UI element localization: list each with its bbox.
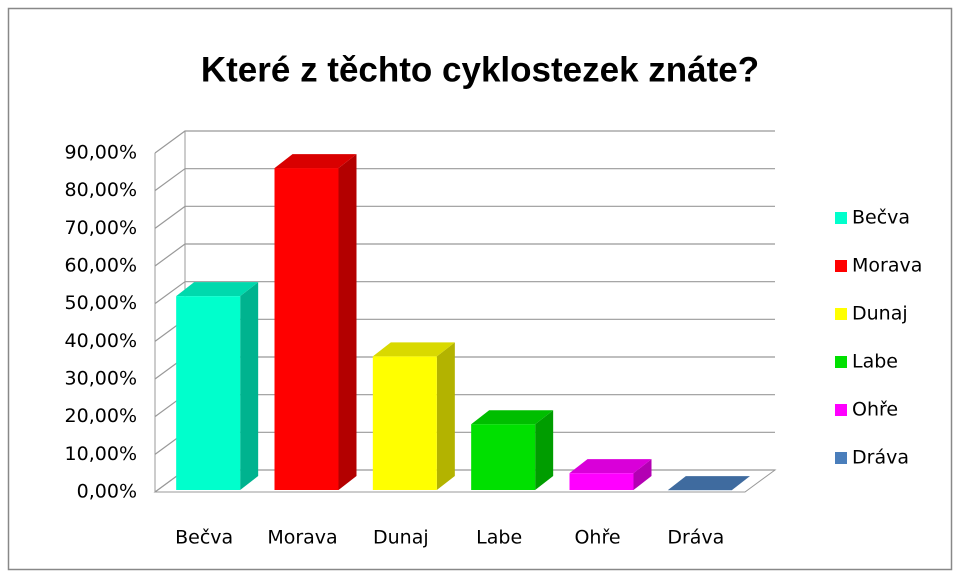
bar-front <box>569 473 634 490</box>
legend-label: Ohře <box>852 399 898 421</box>
y-tick-label: 80,00% <box>65 179 137 201</box>
bar-side <box>535 410 554 490</box>
x-tick-label: Ohře <box>574 527 620 549</box>
y-tick-label: 0,00% <box>77 481 137 503</box>
legend-label: Morava <box>852 255 922 277</box>
x-tick-label: Labe <box>476 527 522 549</box>
bar-top <box>667 476 750 491</box>
legend-swatch <box>835 308 847 320</box>
bar-front <box>471 424 536 490</box>
legend-label: Dráva <box>852 447 909 469</box>
bar-side <box>338 154 357 491</box>
legend-swatch <box>835 356 847 368</box>
bar-top <box>471 410 554 425</box>
x-tick-label: Dráva <box>667 527 724 549</box>
bar-front <box>274 168 339 491</box>
legend-label: Labe <box>852 351 898 373</box>
y-tick-label: 20,00% <box>65 405 137 427</box>
bar-side <box>240 282 259 490</box>
bar-front <box>372 356 437 490</box>
x-tick-label: Dunaj <box>373 527 429 549</box>
legend-swatch <box>835 212 847 224</box>
x-tick-label: Morava <box>267 527 337 549</box>
legend-label: Dunaj <box>852 303 908 325</box>
legend-swatch <box>835 260 847 272</box>
legend-swatch <box>835 452 847 464</box>
bar <box>176 282 259 490</box>
bar-top <box>372 342 455 357</box>
y-tick-label: 30,00% <box>65 368 137 390</box>
y-tick-label: 90,00% <box>65 142 137 164</box>
bar <box>372 342 455 490</box>
y-tick-label: 50,00% <box>65 292 137 314</box>
bar-side <box>633 459 652 490</box>
bar-front <box>176 296 241 490</box>
bar <box>667 476 750 491</box>
y-tick-label: 10,00% <box>65 443 137 465</box>
bar-top <box>274 154 357 169</box>
x-tick-label: Bečva <box>175 527 233 549</box>
y-tick-label: 70,00% <box>65 217 137 239</box>
bar-top <box>569 459 652 474</box>
bar <box>569 459 652 490</box>
bar <box>274 154 357 491</box>
bar-side <box>436 342 455 490</box>
bar-top <box>176 282 259 297</box>
bar <box>471 410 554 490</box>
legend-swatch <box>835 404 847 416</box>
legend-label: Bečva <box>852 207 910 229</box>
y-tick-label: 60,00% <box>65 255 137 277</box>
chart-title: Které z těchto cyklostezek znáte? <box>201 50 759 89</box>
y-tick-label: 40,00% <box>65 330 137 352</box>
